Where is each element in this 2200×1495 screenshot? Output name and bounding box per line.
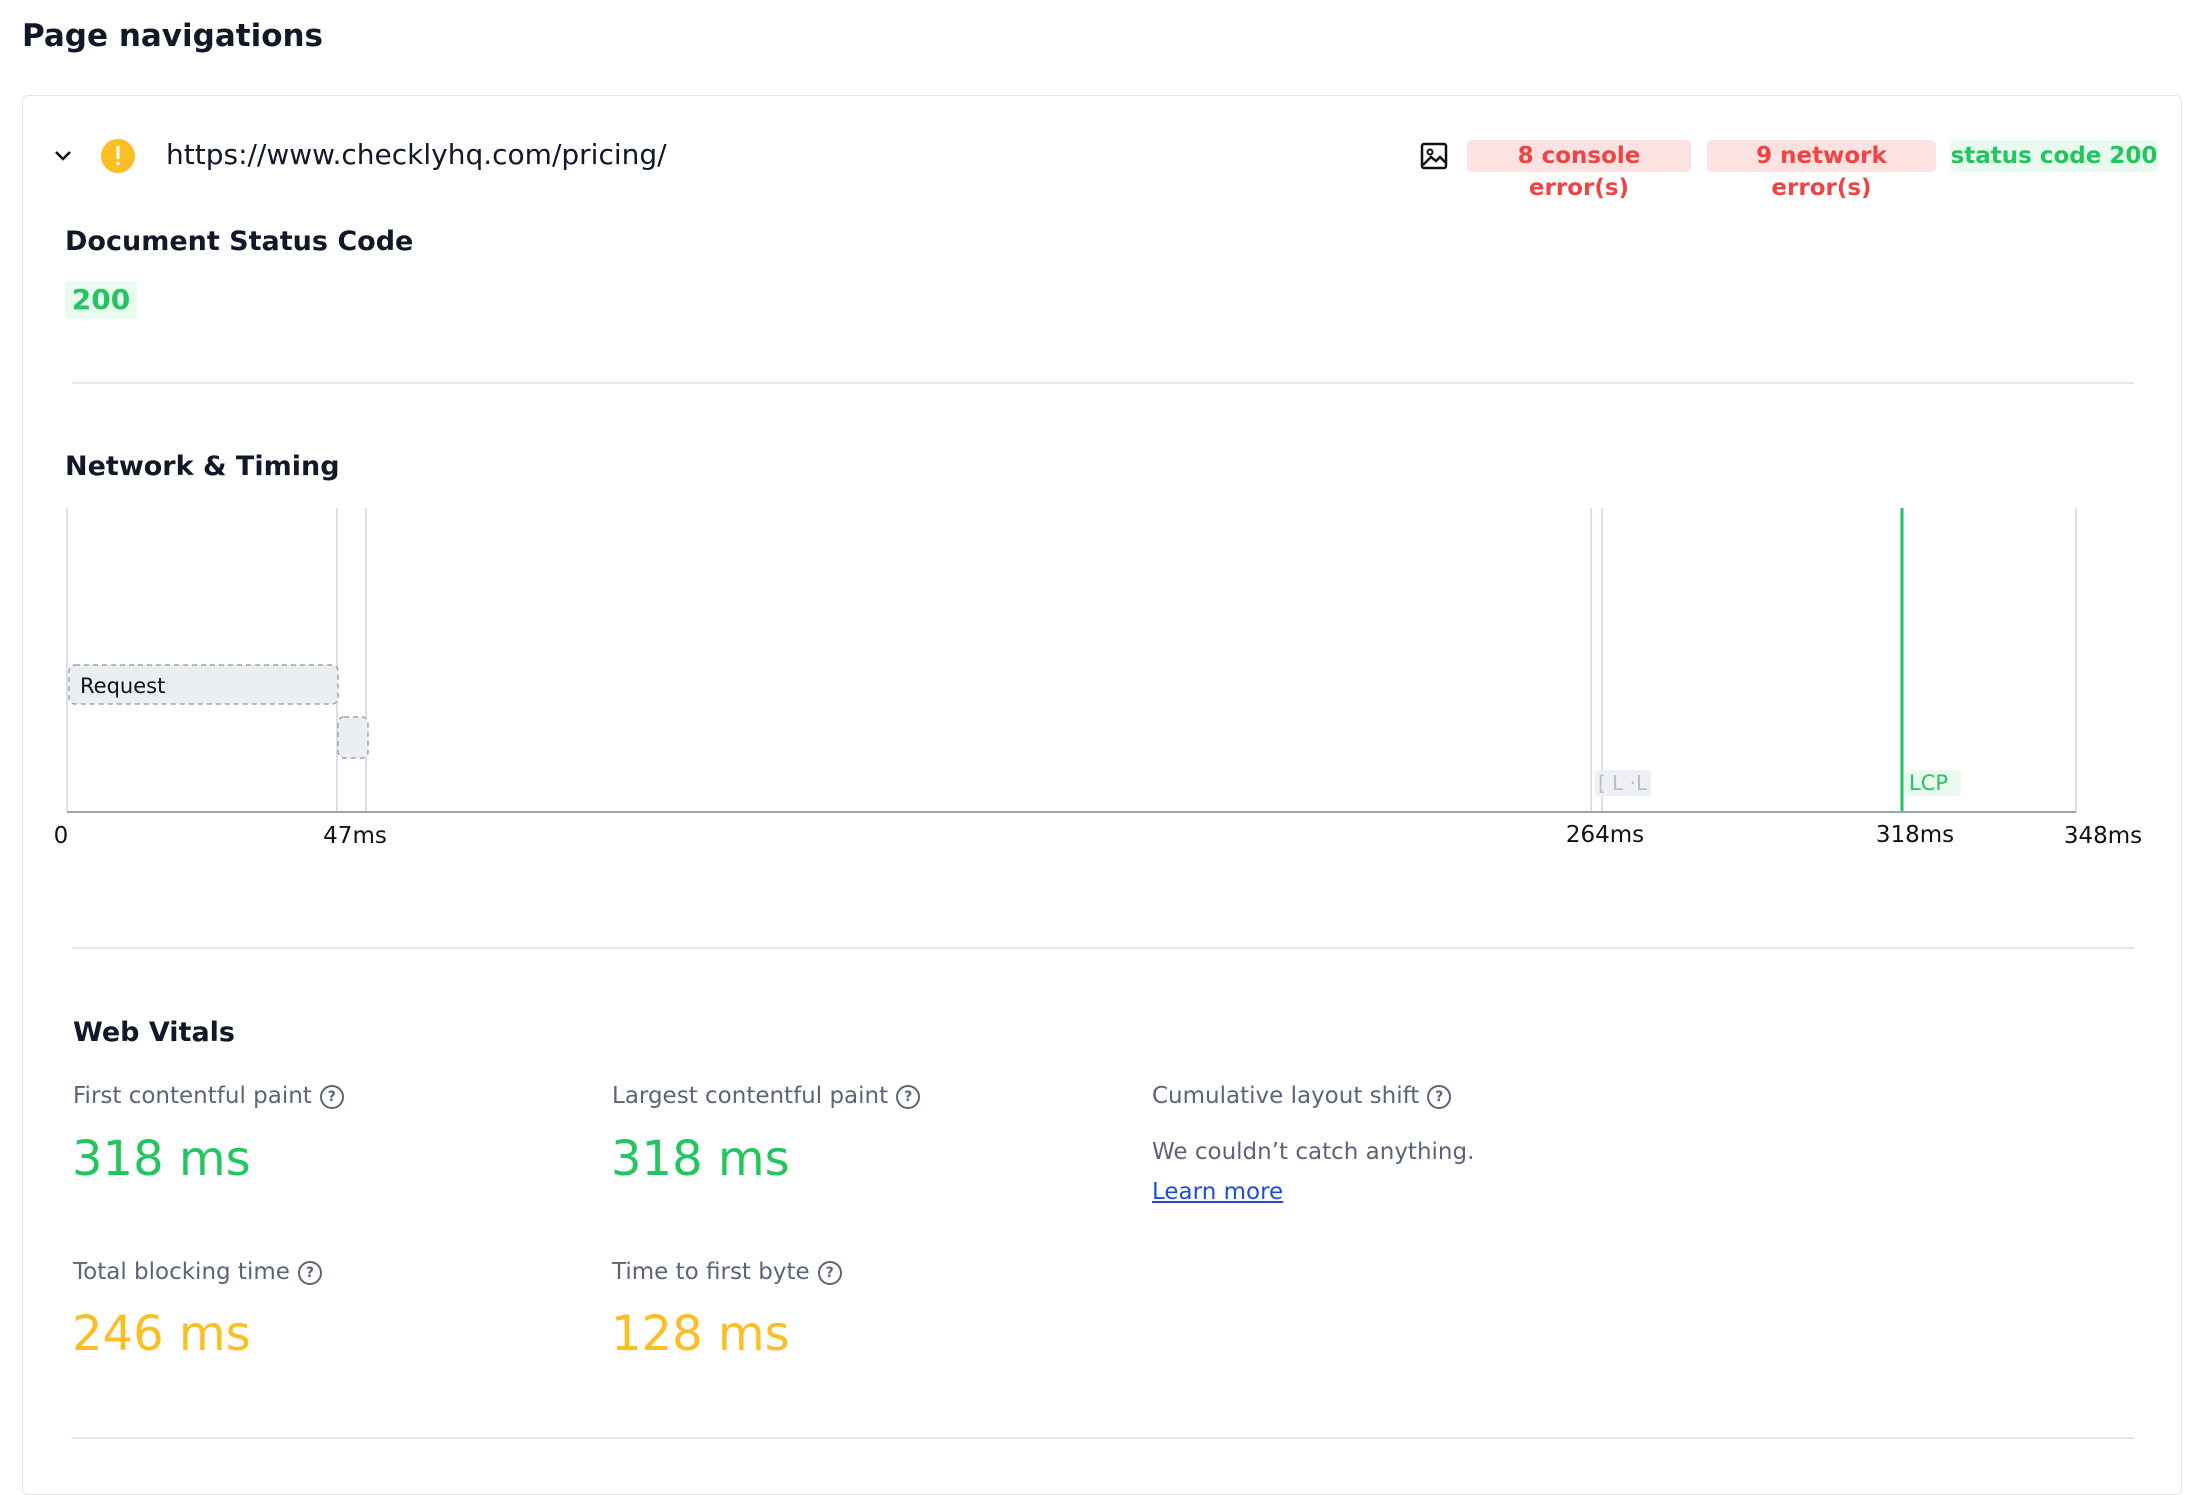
vital-label-text: Time to first byte (612, 1259, 810, 1285)
tick-label: 47ms (323, 823, 387, 849)
page-title: Page navigations (22, 18, 324, 54)
vital-value: 318 ms (611, 1131, 790, 1187)
network-error-badge[interactable]: 9 network error(s) (1707, 140, 1936, 201)
vital-label-text: First contentful paint (73, 1083, 312, 1109)
screenshot-icon[interactable] (1419, 141, 1449, 171)
tick-label: 348ms (2064, 823, 2142, 849)
status-badge: status code 200 (1950, 140, 2158, 172)
console-error-badge[interactable]: 8 console error(s) (1467, 140, 1691, 201)
request-label: Request (80, 674, 165, 698)
vital-message: We couldn’t catch anything. (1152, 1139, 1475, 1165)
vital-label-text: Largest contentful paint (612, 1083, 889, 1109)
vital-value: 318 ms (72, 1131, 251, 1187)
marker-label: LCP (1909, 771, 1948, 795)
section-title: Document Status Code (65, 226, 414, 257)
timeline: Request [ L ·L LCP 0 47ms 264ms 318ms 34… (54, 508, 2142, 849)
tick-label: 0 (54, 823, 69, 849)
tick-label: 318ms (1876, 822, 1954, 848)
divider (72, 382, 2134, 384)
vital-value: 246 ms (72, 1306, 251, 1362)
url[interactable]: https://www.checklyhq.com/pricing/ (166, 138, 667, 171)
page: Page navigations https://www.checklyhq.c… (22, 18, 2182, 1495)
vital-label: First contentful paint? (73, 1083, 344, 1109)
vital-value: 128 ms (611, 1306, 790, 1362)
status-code: 200 (65, 281, 137, 319)
vital-label: Total blocking time? (73, 1259, 322, 1285)
request-bar[interactable] (68, 664, 339, 705)
marker-label: [ L ·L (1598, 771, 1648, 795)
vital-label: Cumulative layout shift? (1152, 1083, 1452, 1109)
expand-chevron[interactable] (50, 143, 76, 169)
tick-label: 264ms (1566, 822, 1644, 848)
response-bar[interactable] (337, 716, 369, 759)
learn-more-link[interactable]: Learn more (1152, 1179, 1284, 1205)
vital-label-text: Cumulative layout shift (1152, 1083, 1420, 1109)
divider (72, 947, 2134, 949)
divider (72, 1437, 2134, 1439)
vital-label-text: Total blocking time (73, 1259, 290, 1285)
warning-icon (101, 139, 135, 173)
vital-label: Time to first byte? (612, 1259, 842, 1285)
vital-label: Largest contentful paint? (612, 1083, 921, 1109)
section-title: Web Vitals (73, 1017, 235, 1048)
section-title: Network & Timing (65, 451, 340, 482)
